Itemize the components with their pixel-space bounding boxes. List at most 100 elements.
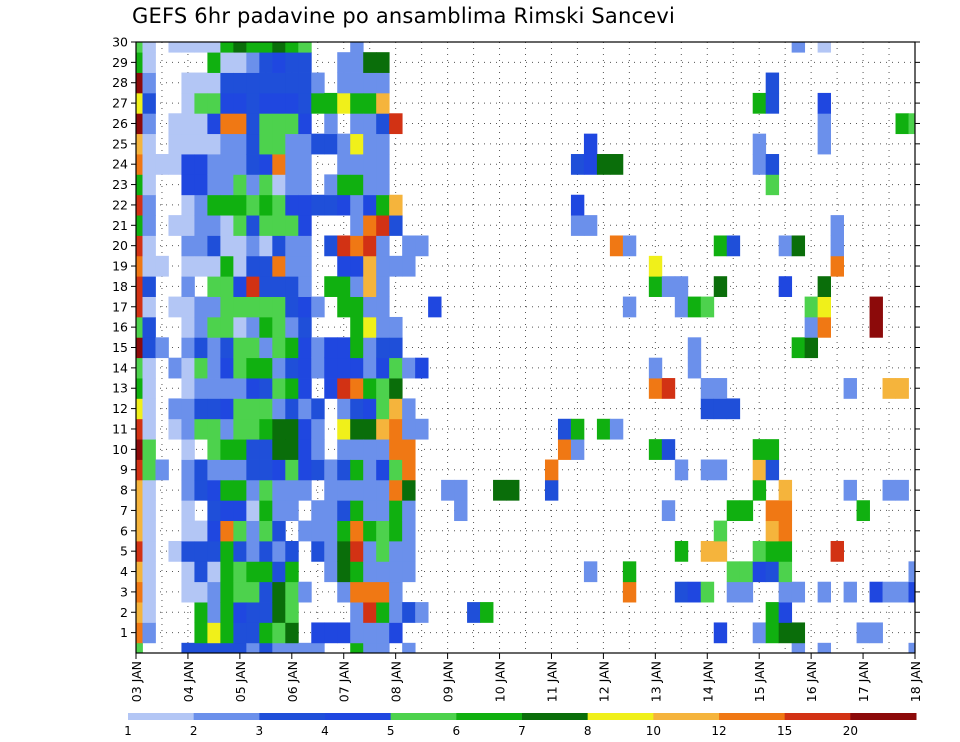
heatmap-cell xyxy=(155,154,169,175)
heatmap-cell xyxy=(350,42,364,53)
heatmap-cell xyxy=(350,602,364,623)
x-tick-label: 05 JAN xyxy=(233,661,248,702)
heatmap-cell xyxy=(285,42,299,53)
heatmap-cell xyxy=(350,133,364,155)
y-tick-label: 9 xyxy=(120,462,128,477)
heatmap-cell xyxy=(298,459,312,481)
heatmap-cell xyxy=(674,540,689,562)
x-tick-label: 08 JAN xyxy=(389,661,404,702)
heatmap-cell xyxy=(194,642,208,654)
heatmap-cell xyxy=(324,459,338,481)
heatmap-cell xyxy=(207,92,221,114)
heatmap-cell xyxy=(136,622,143,644)
heatmap-cell xyxy=(207,42,221,53)
heatmap-cell xyxy=(389,113,403,135)
heatmap-cell xyxy=(389,520,403,542)
heatmap-cell xyxy=(298,296,312,318)
heatmap-cell xyxy=(389,378,403,399)
heatmap-cell xyxy=(350,255,364,277)
heatmap-cell xyxy=(136,398,143,420)
heatmap-cell xyxy=(376,378,390,399)
heatmap-cell xyxy=(181,194,195,216)
heatmap-cell xyxy=(259,316,273,338)
heatmap-cell xyxy=(246,642,260,654)
heatmap-cell xyxy=(246,500,260,522)
heatmap-cell xyxy=(324,520,338,542)
heatmap-cell xyxy=(272,174,286,196)
heatmap-cell xyxy=(168,154,182,175)
heatmap-cell xyxy=(259,581,273,603)
heatmap-cell xyxy=(220,357,234,379)
heatmap-cell xyxy=(363,439,377,460)
heatmap-cell xyxy=(233,296,247,318)
heatmap-cell xyxy=(830,255,844,277)
heatmap-cell xyxy=(207,337,221,359)
heatmap-cell xyxy=(207,276,221,297)
heatmap-cell xyxy=(181,42,195,53)
heatmap-cell xyxy=(557,418,572,440)
heatmap-cell xyxy=(233,337,247,359)
heatmap-cell xyxy=(674,581,689,603)
heatmap-cell xyxy=(804,316,819,338)
heatmap-cell xyxy=(259,439,273,460)
x-tick-label: 14 JAN xyxy=(700,661,715,702)
heatmap-cell xyxy=(895,113,909,135)
heatmap-cell xyxy=(324,378,338,399)
heatmap-cell xyxy=(220,622,234,644)
heatmap-cell xyxy=(207,316,221,338)
heatmap-cell xyxy=(402,479,416,501)
heatmap-cell xyxy=(220,133,234,155)
heatmap-cell xyxy=(765,622,780,644)
heatmap-cell xyxy=(272,154,286,175)
heatmap-cell xyxy=(194,459,208,481)
heatmap-cell xyxy=(726,581,741,603)
heatmap-cell xyxy=(246,215,260,236)
heatmap-cell xyxy=(272,42,286,53)
y-tick-label: 30 xyxy=(112,35,128,50)
heatmap-cell xyxy=(142,92,156,114)
heatmap-cell xyxy=(168,398,182,420)
heatmap-cell xyxy=(363,154,377,175)
heatmap-cell xyxy=(142,42,156,53)
heatmap-cell xyxy=(324,561,338,583)
heatmap-cell xyxy=(142,337,156,359)
heatmap-cell xyxy=(778,276,793,297)
heatmap-cell xyxy=(194,296,208,318)
heatmap-cell xyxy=(220,52,234,73)
heatmap-cell xyxy=(389,357,403,379)
heatmap-cell xyxy=(311,459,325,481)
heatmap-cell xyxy=(155,459,169,481)
heatmap-cell xyxy=(402,235,416,257)
heatmap-cell xyxy=(765,92,780,114)
heatmap-cell xyxy=(272,520,286,542)
heatmap-cell xyxy=(207,113,221,135)
heatmap-cell xyxy=(778,561,793,583)
heatmap-cell xyxy=(402,459,416,481)
heatmap-cell xyxy=(285,540,299,562)
heatmap-cell xyxy=(687,581,702,603)
heatmap-cell xyxy=(194,622,208,644)
heatmap-cell xyxy=(376,174,390,196)
heatmap-cell xyxy=(298,255,312,277)
heatmap-cell xyxy=(220,602,234,623)
heatmap-cell xyxy=(136,52,143,73)
heatmap-cell xyxy=(285,337,299,359)
heatmap-cell xyxy=(285,581,299,603)
heatmap-cell xyxy=(363,296,377,318)
heatmap-cell xyxy=(246,459,260,481)
heatmap-cell xyxy=(830,235,844,257)
y-tick-label: 19 xyxy=(112,259,128,274)
heatmap-cell xyxy=(791,42,806,53)
heatmap-cell xyxy=(285,154,299,175)
heatmap-cell xyxy=(142,540,156,562)
heatmap-cell xyxy=(752,540,767,562)
heatmap-cell xyxy=(376,113,390,135)
heatmap-cell xyxy=(272,276,286,297)
heatmap-cell xyxy=(246,316,260,338)
heatmap-cell xyxy=(298,316,312,338)
heatmap-cell xyxy=(220,581,234,603)
heatmap-cell xyxy=(778,479,793,501)
heatmap-cell xyxy=(350,337,364,359)
heatmap-cell xyxy=(181,255,195,277)
